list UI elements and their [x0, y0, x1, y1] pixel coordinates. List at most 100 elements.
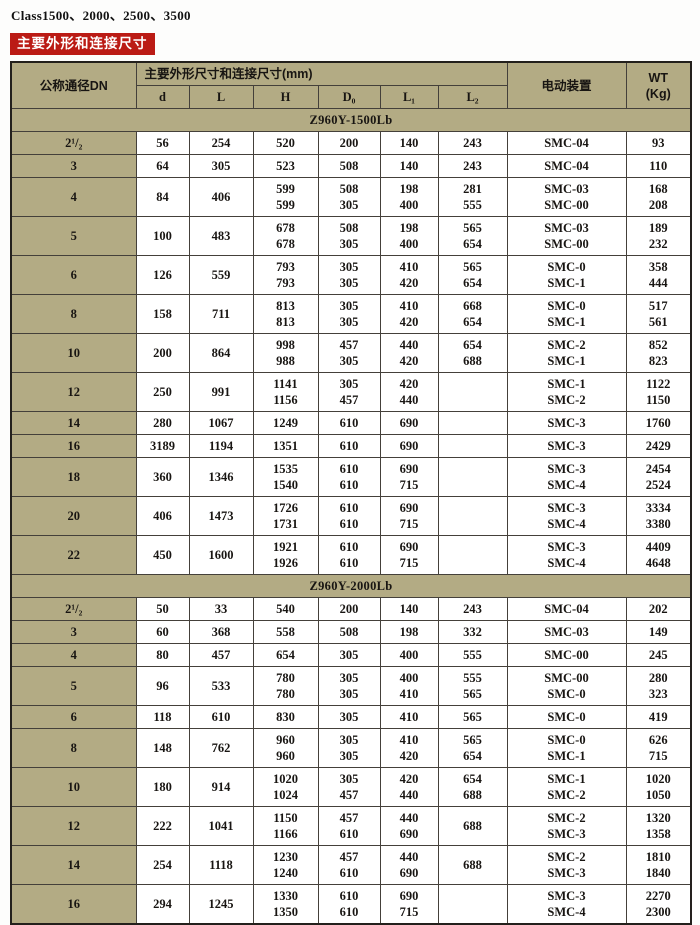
cell-d: 100	[135, 216, 190, 256]
cell-wt: 168 208	[625, 177, 692, 217]
cell-device: SMC-3 SMC-4	[506, 457, 627, 497]
cell-l: 864	[188, 333, 254, 373]
cell-l: 762	[188, 728, 254, 768]
cell-l: 533	[188, 666, 254, 706]
cell-h: 780 780	[252, 666, 319, 706]
table-row: 18 360 1346 1535 1540 610 610 690 715 SMC-3…	[10, 457, 692, 497]
cell-l1: 690	[379, 434, 439, 458]
cell-l1: 198 400	[379, 216, 439, 256]
header-row-sub: d L H D₀ L₁ L₂	[11, 85, 691, 109]
cell-wt: 1810 1840	[625, 845, 692, 885]
header-l2: L₂	[437, 85, 508, 109]
header-d: d	[135, 85, 190, 109]
cell-h: 520	[252, 131, 319, 155]
cell-d: 84	[135, 177, 190, 217]
dimensions-table: 公称通径DN 主要外形尺寸和连接尺寸(mm) 电动装置 WT (Kg) d L H…	[10, 61, 692, 925]
cell-l: 1473	[188, 496, 254, 536]
cell-l1: 690	[379, 411, 439, 435]
cell-d: 60	[135, 620, 190, 644]
cell-wt: 852 823	[625, 333, 692, 373]
cell-l: 305	[188, 154, 254, 178]
cell-wt: 358 444	[625, 255, 692, 295]
cell-h: 830	[252, 705, 319, 729]
cell-l: 610	[188, 705, 254, 729]
cell-wt: 2429	[625, 434, 692, 458]
cell-wt: 4409 4648	[625, 535, 692, 575]
cell-device: SMC-04	[506, 131, 627, 155]
table-row: 12 250 991 1141 1156 305 457 420 440 SMC-1 S…	[10, 372, 692, 412]
cell-dn: 8	[10, 728, 137, 768]
table-row: 8 148 762 960 960 305 305 410 420 565 654 SM…	[10, 728, 692, 768]
cell-l1: 140	[379, 597, 439, 621]
cell-h: 1726 1731	[252, 496, 319, 536]
cell-h: 1230 1240	[252, 845, 319, 885]
cell-d0: 610 610	[317, 457, 381, 497]
cell-h: 1150 1166	[252, 806, 319, 846]
header-l: L	[188, 85, 254, 109]
cell-l1: 690 715	[379, 496, 439, 536]
cell-d: 50	[135, 597, 190, 621]
cell-l2: 654 688	[437, 333, 508, 373]
cell-dn: 4	[10, 177, 137, 217]
cell-l2	[437, 411, 508, 435]
cell-d: 254	[135, 845, 190, 885]
cell-wt: 110	[625, 154, 692, 178]
cell-l2	[437, 535, 508, 575]
cell-l2: 668 654	[437, 294, 508, 334]
cell-wt: 517 561	[625, 294, 692, 334]
cell-l1: 140	[379, 154, 439, 178]
cell-h: 1249	[252, 411, 319, 435]
cell-d: 406	[135, 496, 190, 536]
cell-l: 1041	[188, 806, 254, 846]
cell-l2: 555	[437, 643, 508, 667]
cell-l2: 565 654	[437, 216, 508, 256]
cell-device: SMC-2 SMC-1	[506, 333, 627, 373]
header-weight-line2: (Kg)	[645, 86, 671, 101]
cell-l1: 440 690	[379, 845, 439, 885]
table-row: 6 126 559 793 793 305 305 410 420 565 654 SM…	[10, 255, 692, 295]
cell-d0: 508 305	[317, 216, 381, 256]
header-h: H	[252, 85, 319, 109]
cell-d0: 610 610	[317, 884, 381, 925]
cell-device: SMC-0 SMC-1	[506, 294, 627, 334]
cell-l1: 140	[379, 131, 439, 155]
cell-l1: 410 420	[379, 294, 439, 334]
cell-device: SMC-3	[506, 434, 627, 458]
cell-l2: 332	[437, 620, 508, 644]
cell-d: 56	[135, 131, 190, 155]
cell-dn: 2¹/₂	[10, 597, 137, 621]
cell-l1: 400 410	[379, 666, 439, 706]
cell-d0: 305	[317, 643, 381, 667]
header-dimensions-group: 主要外形尺寸和连接尺寸(mm)	[135, 61, 508, 86]
cell-d: 280	[135, 411, 190, 435]
series-band-row: Z960Y-2000Lb	[10, 574, 692, 598]
cell-l2: 565	[437, 705, 508, 729]
cell-h: 793 793	[252, 255, 319, 295]
cell-dn: 12	[10, 806, 137, 846]
series-title: Z960Y-1500Lb	[10, 108, 692, 132]
section-banner: 主要外形和连接尺寸	[10, 33, 155, 55]
cell-device: SMC-0	[506, 705, 627, 729]
cell-dn: 3	[10, 154, 137, 178]
cell-h: 599 599	[252, 177, 319, 217]
cell-d: 294	[135, 884, 190, 925]
cell-d: 200	[135, 333, 190, 373]
table-row: 4 84 406 599 599 508 305 198 400 281 555 SMC…	[10, 177, 692, 217]
cell-wt: 626 715	[625, 728, 692, 768]
cell-l2: 281 555	[437, 177, 508, 217]
cell-d: 250	[135, 372, 190, 412]
cell-l: 1067	[188, 411, 254, 435]
cell-d: 64	[135, 154, 190, 178]
table-row: 4 80 457 654 305 400 555 SMC-00 245	[10, 643, 692, 667]
cell-l: 368	[188, 620, 254, 644]
cell-h: 558	[252, 620, 319, 644]
cell-wt: 202	[625, 597, 692, 621]
cell-l: 254	[188, 131, 254, 155]
cell-l1: 420 440	[379, 372, 439, 412]
header-weight: WT (Kg)	[625, 61, 692, 109]
cell-device: SMC-03	[506, 620, 627, 644]
cell-l2: 243	[437, 154, 508, 178]
cell-l: 406	[188, 177, 254, 217]
cell-l: 559	[188, 255, 254, 295]
